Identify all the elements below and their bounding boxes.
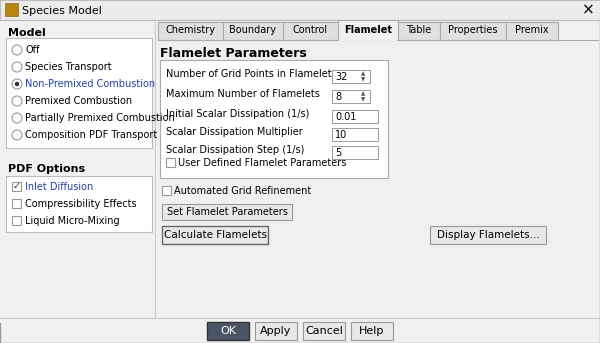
Text: Compressibility Effects: Compressibility Effects (25, 199, 137, 209)
Text: Composition PDF Transport: Composition PDF Transport (25, 130, 157, 140)
Text: Control: Control (293, 25, 328, 35)
Bar (255, 322, 297, 340)
Text: Off: Off (25, 45, 40, 55)
Bar (332, 70, 370, 83)
Text: User Defined Flamelet Parameters: User Defined Flamelet Parameters (178, 158, 346, 168)
Text: 32: 32 (335, 72, 347, 82)
Bar (303, 322, 345, 340)
Circle shape (12, 130, 22, 140)
Text: ▼: ▼ (361, 97, 365, 102)
Text: 0.01: 0.01 (335, 112, 356, 122)
Bar (158, 22, 223, 40)
Text: Non-Premixed Combustion: Non-Premixed Combustion (25, 79, 155, 89)
Circle shape (15, 82, 19, 86)
Text: 5: 5 (335, 148, 341, 158)
Bar (0, 0, 600, 20)
Text: Maximum Number of Flamelets: Maximum Number of Flamelets (166, 89, 320, 99)
Bar (162, 226, 268, 244)
Text: Inlet Diffusion: Inlet Diffusion (25, 182, 93, 192)
Bar (5, 3, 18, 16)
Bar (332, 146, 378, 159)
Text: Calculate Flamelets: Calculate Flamelets (163, 230, 266, 240)
Text: ✓: ✓ (13, 181, 20, 191)
Bar (6, 176, 152, 232)
Text: Number of Grid Points in Flamelet: Number of Grid Points in Flamelet (166, 69, 332, 79)
Text: Properties: Properties (448, 25, 498, 35)
Text: 8: 8 (335, 92, 341, 102)
Text: ▲: ▲ (361, 71, 365, 76)
Text: PDF Options: PDF Options (8, 164, 85, 174)
Text: Chemistry: Chemistry (166, 25, 215, 35)
Circle shape (12, 96, 22, 106)
Text: ▼: ▼ (361, 77, 365, 82)
Bar (162, 186, 171, 195)
Text: Flamelet Parameters: Flamelet Parameters (160, 47, 307, 60)
Bar (12, 182, 21, 191)
Bar (12, 199, 21, 208)
Text: Scalar Dissipation Step (1/s): Scalar Dissipation Step (1/s) (166, 145, 304, 155)
Text: Display Flamelets...: Display Flamelets... (437, 230, 539, 240)
Bar (6, 38, 152, 148)
Bar (162, 204, 292, 220)
Bar (166, 158, 175, 167)
Text: Help: Help (359, 326, 385, 336)
Text: 10: 10 (335, 130, 347, 140)
Text: Apply: Apply (260, 326, 292, 336)
Bar (12, 216, 21, 225)
Text: Boundary: Boundary (229, 25, 277, 35)
Bar (332, 128, 378, 141)
Text: Flamelet: Flamelet (344, 25, 392, 35)
Bar (332, 90, 370, 103)
Text: Initial Scalar Dissipation (1/s): Initial Scalar Dissipation (1/s) (166, 109, 310, 119)
Bar (160, 60, 388, 178)
Bar (338, 20, 398, 40)
Text: Species Transport: Species Transport (25, 62, 112, 72)
Text: OK: OK (220, 326, 236, 336)
Text: Set Flamelet Parameters: Set Flamelet Parameters (167, 207, 287, 217)
Text: Premix: Premix (515, 25, 549, 35)
Bar (283, 22, 338, 40)
Bar (440, 22, 506, 40)
Circle shape (12, 45, 22, 55)
Bar (430, 226, 546, 244)
Bar (339, 39, 397, 41)
Text: Cancel: Cancel (305, 326, 343, 336)
Text: Species Model: Species Model (22, 6, 102, 16)
Bar (332, 110, 378, 123)
Bar (207, 322, 249, 340)
Bar (223, 22, 283, 40)
Text: Table: Table (406, 25, 431, 35)
Bar (351, 322, 393, 340)
Text: Automated Grid Refinement: Automated Grid Refinement (174, 186, 311, 196)
Text: Premixed Combustion: Premixed Combustion (25, 96, 132, 106)
Circle shape (12, 62, 22, 72)
Circle shape (12, 113, 22, 123)
Text: ▲: ▲ (361, 91, 365, 96)
Bar (398, 22, 440, 40)
Text: Partially Premixed Combustion: Partially Premixed Combustion (25, 113, 175, 123)
Bar (0, 20, 155, 323)
Text: Model: Model (8, 28, 46, 38)
Bar (506, 22, 558, 40)
Text: Scalar Dissipation Multiplier: Scalar Dissipation Multiplier (166, 127, 303, 137)
Circle shape (12, 79, 22, 89)
Text: Liquid Micro-Mixing: Liquid Micro-Mixing (25, 216, 119, 226)
Text: ×: × (581, 2, 595, 17)
